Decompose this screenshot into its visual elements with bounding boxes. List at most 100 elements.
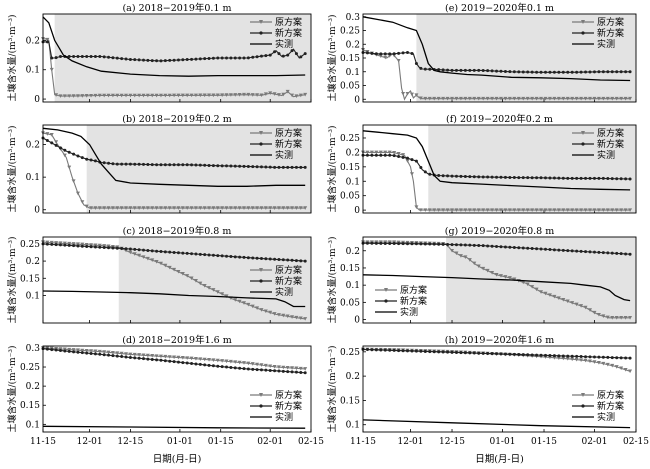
point-original (610, 96, 615, 101)
series-line-observed (362, 274, 631, 302)
point-new (281, 54, 285, 58)
point-new (72, 55, 76, 59)
point-original (556, 208, 561, 212)
point-new (238, 366, 242, 370)
y-tick-label: 0.3 (26, 344, 41, 354)
point-original (574, 208, 579, 212)
point-new (566, 176, 570, 180)
point-new (255, 55, 259, 59)
point-new (535, 353, 539, 357)
point-original (211, 358, 216, 362)
point-new (428, 242, 432, 246)
point-new (530, 353, 534, 357)
y-tick-label: 0 (354, 206, 360, 216)
point-original (176, 206, 181, 210)
point-new (379, 348, 383, 352)
point-original (579, 208, 584, 212)
point-new (406, 156, 410, 160)
point-new (299, 55, 303, 59)
point-original (556, 296, 561, 301)
point-new (80, 156, 84, 160)
point-new (477, 175, 481, 179)
point-new (172, 163, 176, 167)
shaded-region (118, 237, 311, 323)
point-new (450, 68, 454, 72)
point-new (615, 70, 619, 74)
point-original (365, 150, 370, 155)
point-new (392, 52, 396, 56)
point-new (419, 242, 423, 246)
point-original (246, 302, 251, 307)
point-new (446, 242, 450, 246)
legend-label-new: 新方案 (275, 400, 302, 412)
point-new (246, 56, 250, 60)
shaded-region (54, 14, 312, 102)
point-new (365, 153, 369, 157)
point-new (619, 177, 623, 181)
point-new (606, 251, 610, 255)
y-axis-label: 土壤含水量/(m³·m⁻³) (326, 237, 338, 324)
point-original (485, 208, 490, 212)
point-new (561, 354, 565, 358)
point-new (281, 258, 285, 262)
point-new (264, 257, 268, 261)
point-original (472, 96, 477, 101)
legend-label-observed: 实测 (275, 411, 293, 423)
point-original (592, 360, 597, 364)
point-original (106, 350, 111, 355)
point-original (255, 362, 260, 367)
point-original (610, 363, 615, 368)
point-original (628, 316, 633, 320)
x-tick-label: 02-15 (623, 437, 649, 447)
point-new (584, 355, 588, 359)
point-new (168, 250, 172, 254)
point-new (155, 249, 159, 253)
point-new (181, 361, 185, 365)
point-new (142, 248, 145, 252)
point-original (570, 208, 575, 212)
point-new (273, 369, 277, 373)
point-new (575, 354, 579, 358)
point-original (583, 305, 588, 310)
point-original (619, 208, 624, 212)
point-original (132, 352, 137, 357)
point-original (601, 96, 606, 101)
point-new (543, 70, 547, 74)
point-original (423, 96, 428, 101)
point-original (167, 206, 172, 210)
point-original (503, 208, 508, 212)
panel-3: (d) 2018−2019年1.6 m 0.1 0.15 0.2 0.25 0.3 11-1… (6, 334, 324, 447)
point-new (268, 165, 272, 169)
point-new (89, 351, 93, 355)
point-new (172, 58, 176, 62)
point-original (224, 359, 229, 364)
point-original (445, 96, 450, 101)
point-original (467, 96, 472, 101)
point-new (486, 351, 490, 355)
point-original (409, 92, 414, 97)
point-new (472, 243, 476, 247)
y-tick-label: 0.2 (26, 141, 40, 151)
point-original (246, 206, 251, 210)
point-original (525, 96, 530, 101)
point-new (406, 51, 410, 54)
point-original (45, 132, 50, 136)
point-original (463, 96, 468, 101)
point-original (202, 284, 207, 288)
point-original (565, 299, 570, 304)
point-new (229, 164, 233, 168)
point-original (198, 357, 203, 361)
point-new (468, 351, 472, 355)
point-new (463, 351, 467, 355)
point-new (374, 348, 378, 352)
point-new (459, 68, 463, 72)
point-original (89, 206, 94, 210)
point-new (539, 70, 543, 74)
point-original (250, 304, 255, 309)
y-tick-label: 0.2 (26, 382, 40, 392)
point-new (477, 243, 481, 247)
x-axis-label: 日期(月-日) (153, 454, 202, 465)
point-new (128, 355, 132, 359)
point-new (115, 354, 119, 358)
point-original (543, 291, 548, 296)
